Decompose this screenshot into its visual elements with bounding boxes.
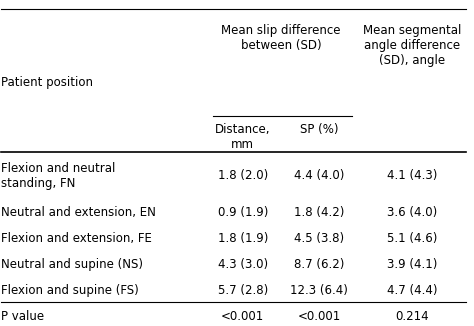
Text: Patient position: Patient position — [1, 76, 93, 89]
Text: 1.8 (4.2): 1.8 (4.2) — [294, 206, 345, 219]
Text: Flexion and supine (FS): Flexion and supine (FS) — [1, 284, 139, 297]
Text: 4.1 (4.3): 4.1 (4.3) — [387, 169, 438, 182]
Text: 1.8 (1.9): 1.8 (1.9) — [218, 232, 268, 245]
Text: 0.214: 0.214 — [395, 310, 429, 323]
Text: 4.3 (3.0): 4.3 (3.0) — [218, 258, 268, 271]
Text: 4.4 (4.0): 4.4 (4.0) — [294, 169, 345, 182]
Text: 4.7 (4.4): 4.7 (4.4) — [387, 284, 438, 297]
Text: 3.9 (4.1): 3.9 (4.1) — [387, 258, 438, 271]
Text: 5.1 (4.6): 5.1 (4.6) — [387, 232, 438, 245]
Text: P value: P value — [1, 310, 45, 323]
Text: SP (%): SP (%) — [300, 123, 338, 136]
Text: <0.001: <0.001 — [221, 310, 264, 323]
Text: Flexion and extension, FE: Flexion and extension, FE — [1, 232, 152, 245]
Text: 3.6 (4.0): 3.6 (4.0) — [387, 206, 438, 219]
Text: Flexion and neutral
standing, FN: Flexion and neutral standing, FN — [1, 162, 116, 190]
Text: 4.5 (3.8): 4.5 (3.8) — [294, 232, 345, 245]
Text: <0.001: <0.001 — [298, 310, 341, 323]
Text: Mean segmental
angle difference
(SD), angle: Mean segmental angle difference (SD), an… — [363, 24, 462, 67]
Text: 12.3 (6.4): 12.3 (6.4) — [291, 284, 348, 297]
Text: Mean slip difference
between (SD): Mean slip difference between (SD) — [221, 24, 341, 52]
Text: 1.8 (2.0): 1.8 (2.0) — [218, 169, 268, 182]
Text: 8.7 (6.2): 8.7 (6.2) — [294, 258, 345, 271]
Text: 0.9 (1.9): 0.9 (1.9) — [218, 206, 268, 219]
Text: 5.7 (2.8): 5.7 (2.8) — [218, 284, 268, 297]
Text: Neutral and extension, EN: Neutral and extension, EN — [1, 206, 156, 219]
Text: Distance,
mm: Distance, mm — [215, 123, 271, 151]
Text: Neutral and supine (NS): Neutral and supine (NS) — [1, 258, 144, 271]
